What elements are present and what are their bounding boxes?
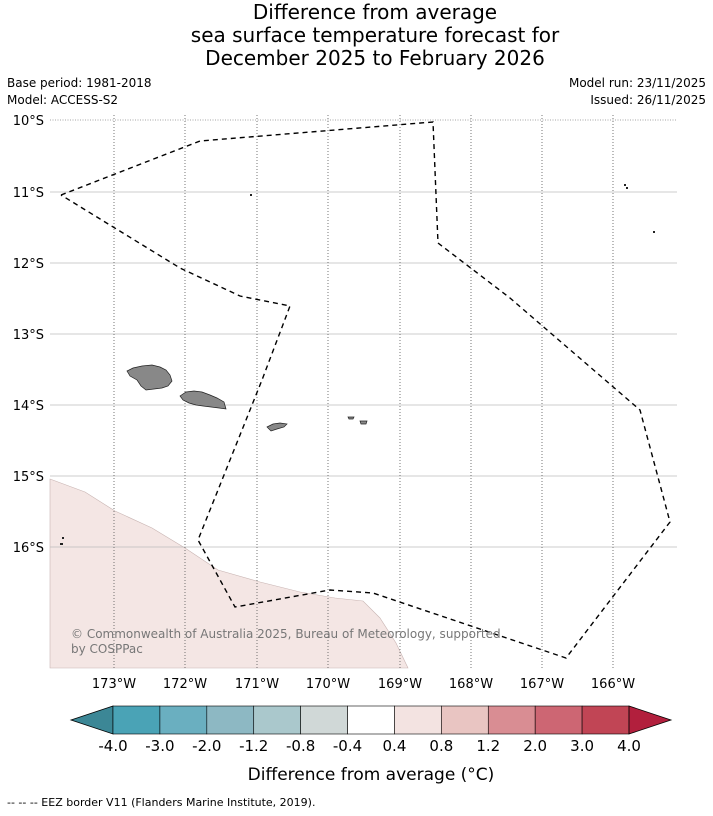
small-islets (60, 184, 655, 545)
colorbar-tick-label: 4.0 (617, 737, 641, 755)
map-panel: 10°S 11°S 12°S 13°S 14°S 15°S 16°S 173°W… (13, 114, 677, 692)
land-masses (126, 364, 368, 432)
colorbar-tick-label: 3.0 (570, 737, 594, 755)
colorbar (69, 705, 673, 735)
model-run: Model run: 23/11/2025 (568, 76, 706, 90)
colorbar-segment (581, 705, 630, 735)
lat-label: 11°S (13, 186, 44, 201)
colorbar-tick-label: -1.2 (239, 737, 268, 755)
colorbar-label: Difference from average (°C) (248, 765, 495, 785)
lon-label: 166°W (591, 677, 635, 692)
samoa-eez-border (60, 121, 671, 659)
colorbar-tick-label: -2.0 (192, 737, 221, 755)
lat-label: 14°S (13, 399, 44, 414)
lon-label: 167°W (520, 677, 564, 692)
colorbar-tick-label: -0.4 (333, 737, 362, 755)
lat-label: 10°S (13, 114, 44, 129)
lon-label: 168°W (449, 677, 493, 692)
colorbar-tick-label: 2.0 (523, 737, 547, 755)
anomaly-region (49, 478, 409, 669)
colorbar-tick-label: -4.0 (98, 737, 127, 755)
colorbar-tick-label: 1.2 (476, 737, 500, 755)
colorbar-segment (394, 705, 442, 735)
lon-label: 172°W (163, 677, 207, 692)
upolu-island (179, 390, 227, 410)
title-line-1: Difference from average (252, 0, 498, 24)
lon-label: 169°W (378, 677, 422, 692)
lat-label: 12°S (13, 257, 44, 272)
lat-label: 16°S (13, 541, 44, 556)
copyright-line-1: © Commonwealth of Australia 2025, Bureau… (71, 627, 501, 641)
colorbar-extend-low (69, 705, 114, 735)
colorbar-tick-label: 0.8 (429, 737, 453, 755)
savaii-island (126, 364, 173, 391)
lat-label: 13°S (13, 328, 44, 343)
colorbar-segment (159, 705, 208, 735)
colorbar-tick-label: 0.4 (383, 737, 407, 755)
meta-left: Base period: 1981-2018 Model: ACCESS-S2 (7, 75, 152, 109)
colorbar-segment (487, 705, 536, 735)
base-period: Base period: 1981-2018 (7, 76, 152, 90)
lat-label: 15°S (13, 470, 44, 485)
eez-borders (60, 121, 671, 659)
colorbar-tick-labels: -4.0 -3.0 -2.0 -1.2 -0.8 -0.4 0.4 0.8 1.2 2.0 3.0 4… (98, 737, 641, 755)
colorbar-segment (441, 705, 489, 735)
colorbar-segment (534, 705, 583, 735)
colorbar-segment (347, 705, 395, 735)
colorbar-tick-label: -3.0 (145, 737, 174, 755)
issued-date: Issued: 26/11/2025 (590, 93, 706, 107)
meta-right: Model run: 23/11/2025 Issued: 26/11/2025 (569, 75, 706, 109)
title-line-3: December 2025 to February 2026 (205, 46, 545, 70)
colorbar-segment (253, 705, 301, 735)
colorbar-segment (300, 705, 348, 735)
colorbar-extend-high (628, 705, 673, 735)
colorbar-tick-label: -0.8 (286, 737, 315, 755)
chart-title: Difference from average sea surface temp… (0, 1, 713, 70)
lon-label: 170°W (306, 677, 350, 692)
copyright-line-2: by COSPPac (71, 642, 143, 656)
lat-gridlines (50, 119, 677, 548)
lon-label: 171°W (235, 677, 279, 692)
title-line-2: sea surface temperature forecast for (190, 23, 560, 47)
model-name: Model: ACCESS-S2 (7, 93, 119, 107)
colorbar-segment (206, 705, 255, 735)
eez-footer-note: -- -- -- EEZ border V11 (Flanders Marine… (7, 796, 316, 809)
colorbar-segment (112, 705, 161, 735)
lon-label: 173°W (92, 677, 136, 692)
tutuila-island (266, 422, 288, 432)
ofu-olosega-island (347, 416, 355, 420)
tau-island (359, 420, 368, 425)
